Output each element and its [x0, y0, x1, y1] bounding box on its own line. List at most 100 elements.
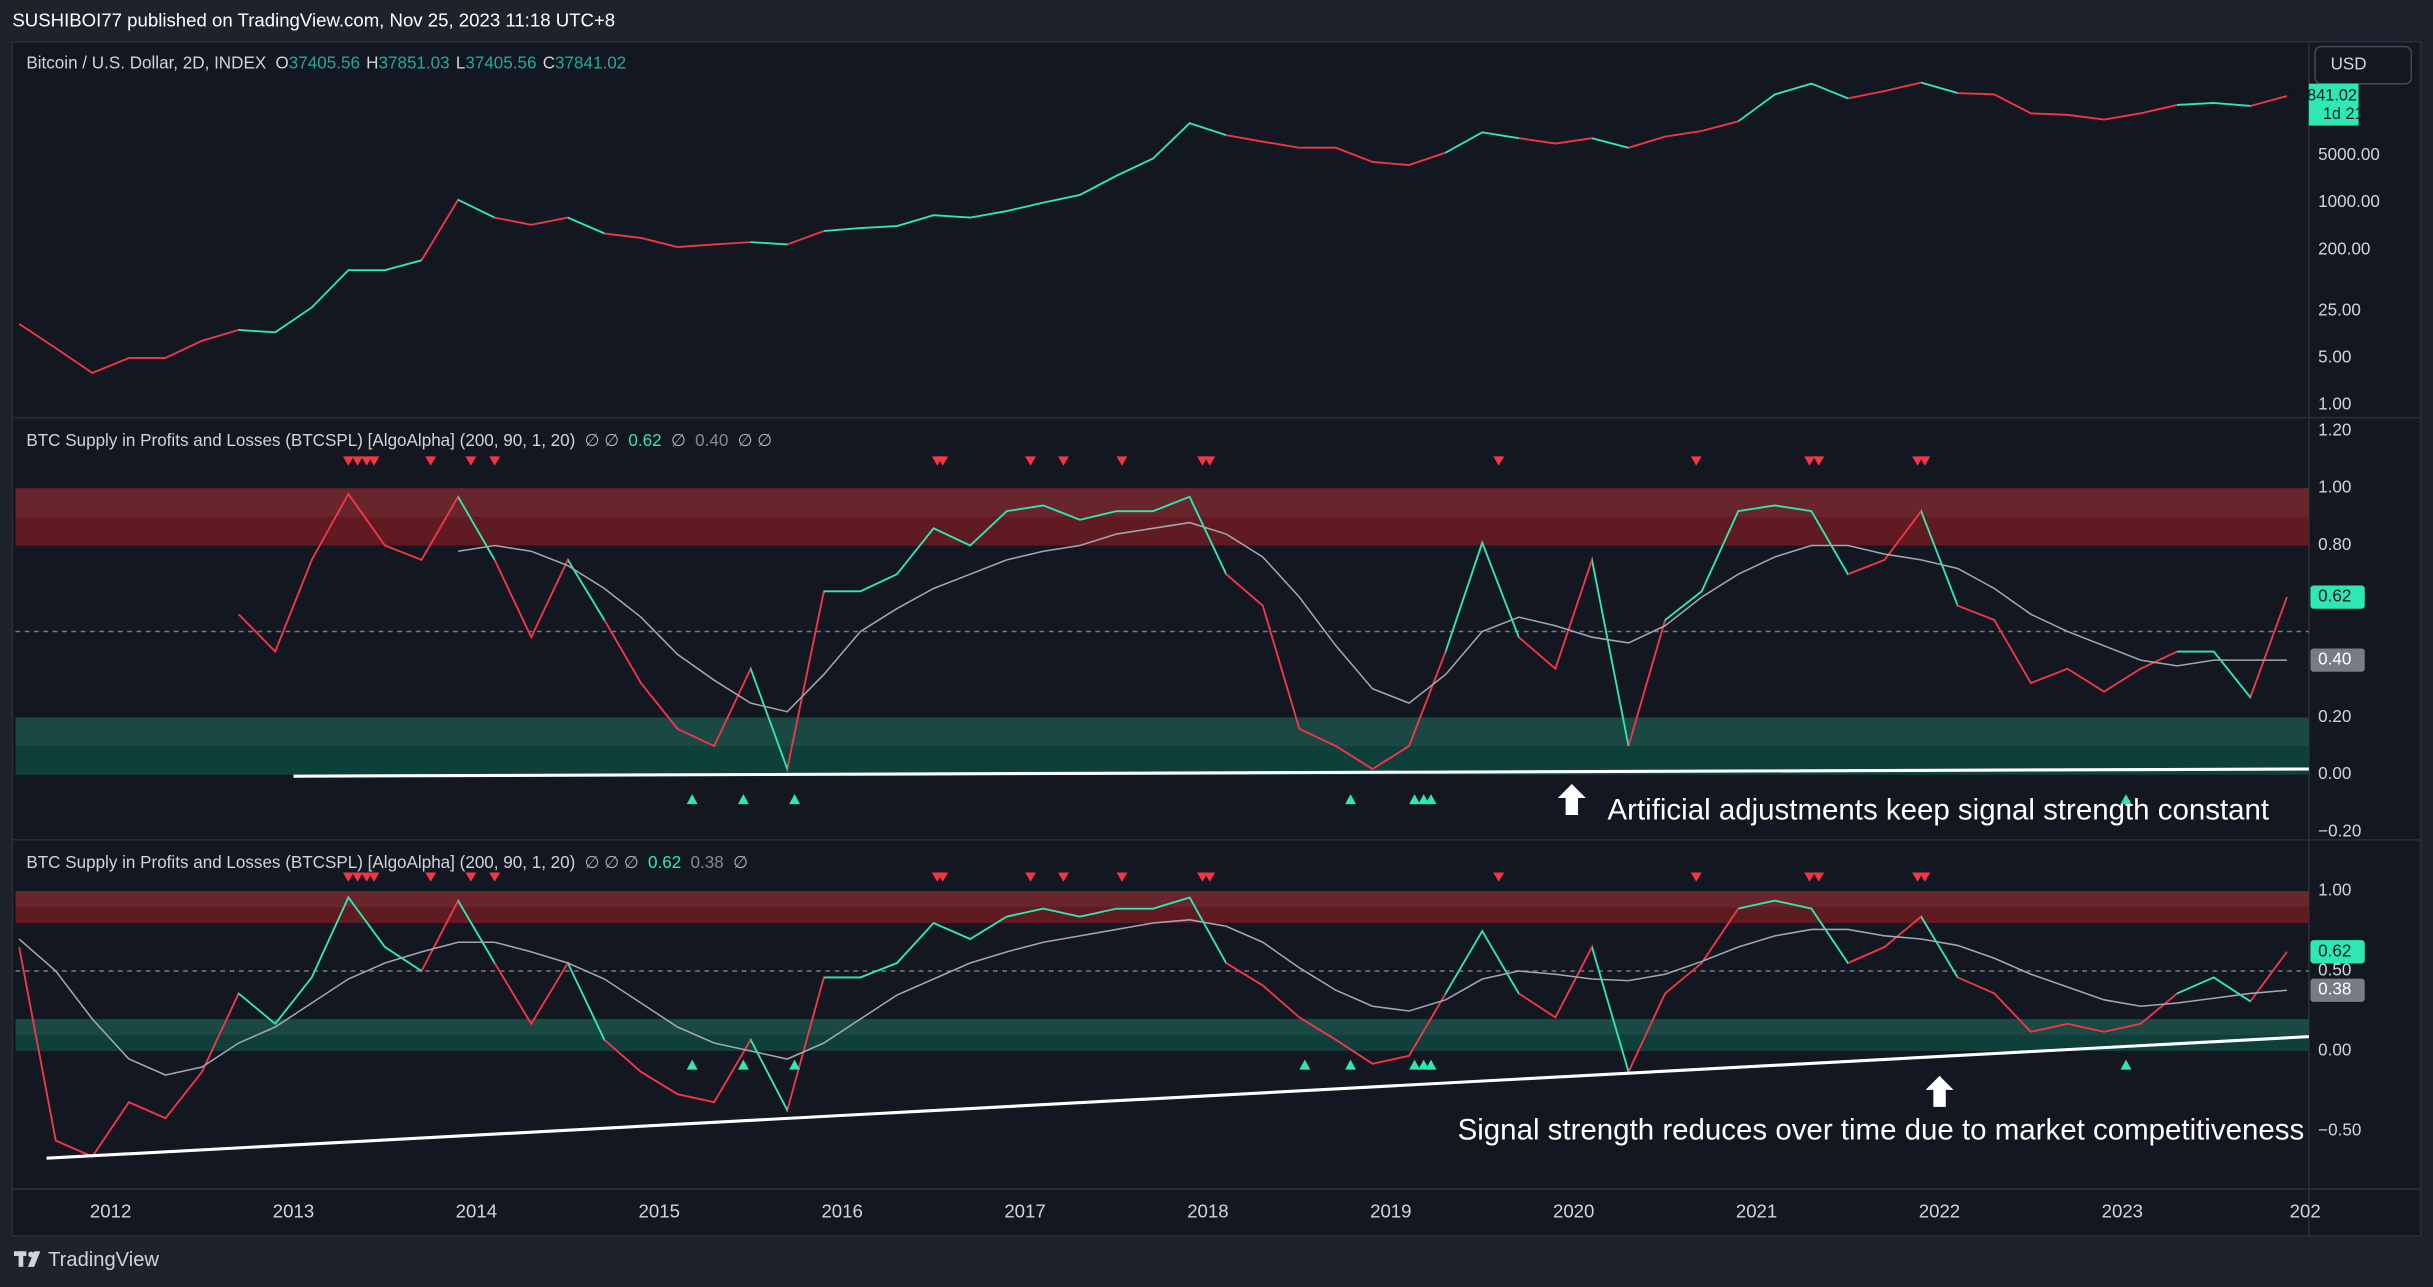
band-shade: [15, 1019, 2309, 1036]
band: [15, 1019, 2309, 1052]
price-line: [18, 81, 2288, 375]
sell-signal: [1690, 872, 1702, 882]
x-tick-label: 2015: [639, 1200, 680, 1221]
band: [15, 891, 2309, 924]
sell-signal: [1804, 872, 1816, 882]
buy-signal: [2120, 794, 2132, 805]
annotation: Artificial adjustments keep signal stren…: [1608, 794, 2270, 827]
value-badge: [2310, 978, 2365, 1002]
x-tick-label: 2020: [1553, 1200, 1594, 1221]
buy-signal: [1345, 1059, 1356, 1070]
sell-signal: [1919, 456, 1931, 466]
ohlc-value: 37405.56: [465, 53, 536, 72]
footer-logo: [13, 1251, 41, 1267]
x-tick-label: 202: [2290, 1200, 2321, 1221]
sell-signal: [937, 872, 949, 882]
sell-signal: [361, 872, 373, 882]
x-tick-label: 2023: [2102, 1200, 2143, 1221]
currency-button[interactable]: USD: [2314, 45, 2413, 85]
sell-signal: [1813, 872, 1825, 882]
pane: [15, 872, 2309, 1158]
buy-signal: [686, 1059, 698, 1070]
sell-signal: [352, 456, 363, 466]
y-tick-label: 0.00: [2318, 1041, 2351, 1060]
legend: BTC Supply in Profits and Losses (BTCSPL…: [26, 853, 748, 872]
sell-signal: [1912, 872, 1923, 882]
legend-value: 0.62: [628, 430, 661, 449]
annotation: Signal strength reduces over time due to…: [1458, 1114, 2305, 1147]
logo-part: [27, 1251, 41, 1267]
moving-average: [18, 919, 2287, 1076]
trendline: [46, 1035, 2309, 1160]
ohlc-label: L: [456, 53, 465, 72]
y-tick-label: 1.20: [2318, 420, 2351, 439]
value-badge: [2310, 648, 2365, 672]
value-badge: [2310, 940, 2365, 964]
sell-signal: [1919, 872, 1931, 882]
annotation-arrow: [1925, 1075, 1954, 1107]
sell-signal: [937, 456, 949, 466]
price-line: [237, 492, 2288, 773]
footer-brand: TradingView: [48, 1249, 159, 1271]
sell-signal: [1912, 456, 1923, 466]
buy-signal: [2120, 1059, 2132, 1070]
currency-button-box[interactable]: [2314, 45, 2413, 85]
pane: [18, 81, 2288, 375]
sell-signal: [465, 872, 477, 882]
buy-signal: [789, 794, 801, 805]
ohlc-label: C: [543, 53, 555, 72]
sell-signal: [361, 456, 373, 466]
publish-header: SUSHIBOI77 published on TradingView.com,…: [12, 10, 615, 31]
legend-value: 0.62: [648, 853, 681, 872]
sell-signal: [1025, 872, 1036, 882]
legend-value: 0.38: [691, 853, 724, 872]
sell-signal: [489, 872, 501, 882]
sell-signal: [1204, 872, 1216, 882]
legend-value: ∅ ∅: [738, 430, 772, 449]
value-badge: [2310, 585, 2365, 609]
buy-signal: [686, 794, 698, 805]
x-tick-label: 2022: [1919, 1200, 1960, 1221]
buy-signal: [1425, 794, 1437, 805]
y-tick-label: 1.00: [2318, 881, 2351, 900]
buy-signal: [789, 1059, 801, 1070]
ohlc-value: 37841.02: [555, 53, 626, 72]
buy-signal: [1345, 794, 1356, 805]
sell-signal: [425, 456, 437, 466]
sell-signal: [1493, 872, 1505, 882]
buy-signal: [1299, 1059, 1311, 1070]
annotation-arrow: [1557, 783, 1586, 816]
value-badge-label: 0.62: [2318, 941, 2351, 960]
price-badge-value: 37841.02: [2289, 86, 2357, 104]
legend-title: BTC Supply in Profits and Losses (BTCSPL…: [26, 853, 575, 872]
legend-value: ∅ ∅: [585, 430, 619, 449]
sell-signal: [1804, 456, 1816, 466]
sell-signal: [1116, 872, 1128, 882]
y-tick-label: 5000.00: [2318, 145, 2380, 164]
sell-signal: [342, 456, 354, 466]
ohlc-value: 37405.56: [289, 53, 360, 72]
x-tick-label: 2016: [821, 1200, 862, 1221]
y-tick-label: 25.00: [2318, 300, 2361, 319]
sell-signal: [352, 872, 363, 882]
sell-signal: [1690, 456, 1702, 466]
buy-signal: [737, 794, 749, 805]
ohlc-label: O: [276, 53, 289, 72]
sell-signal: [342, 872, 354, 882]
y-tick-label: 5.00: [2318, 348, 2351, 367]
sell-signal: [425, 872, 437, 882]
currency-label[interactable]: USD: [2331, 55, 2367, 74]
legend-value: ∅: [671, 430, 686, 449]
x-tick-label: 2012: [90, 1200, 131, 1221]
legend: Bitcoin / U.S. Dollar, 2D, INDEX O37405.5…: [26, 53, 626, 72]
x-tick-label: 2021: [1736, 1200, 1777, 1221]
value-badge-label: 0.62: [2318, 587, 2351, 606]
buy-signal: [737, 1059, 749, 1070]
legend-value: ∅ ∅ ∅: [585, 853, 639, 872]
buy-signal: [1409, 794, 1421, 805]
sell-signal: [1813, 456, 1825, 466]
moving-average: [457, 521, 2287, 713]
band: [15, 717, 2309, 775]
legend-value: ∅: [733, 853, 748, 872]
buy-signal: [1409, 1059, 1421, 1070]
